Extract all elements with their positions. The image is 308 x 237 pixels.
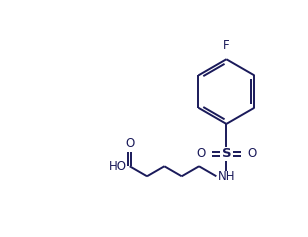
Text: F: F bbox=[223, 39, 230, 52]
Text: O: O bbox=[247, 147, 257, 160]
Text: O: O bbox=[196, 147, 206, 160]
Text: HO: HO bbox=[109, 160, 127, 173]
Text: S: S bbox=[221, 147, 231, 160]
Text: NH: NH bbox=[218, 170, 235, 183]
Text: O: O bbox=[125, 137, 134, 150]
